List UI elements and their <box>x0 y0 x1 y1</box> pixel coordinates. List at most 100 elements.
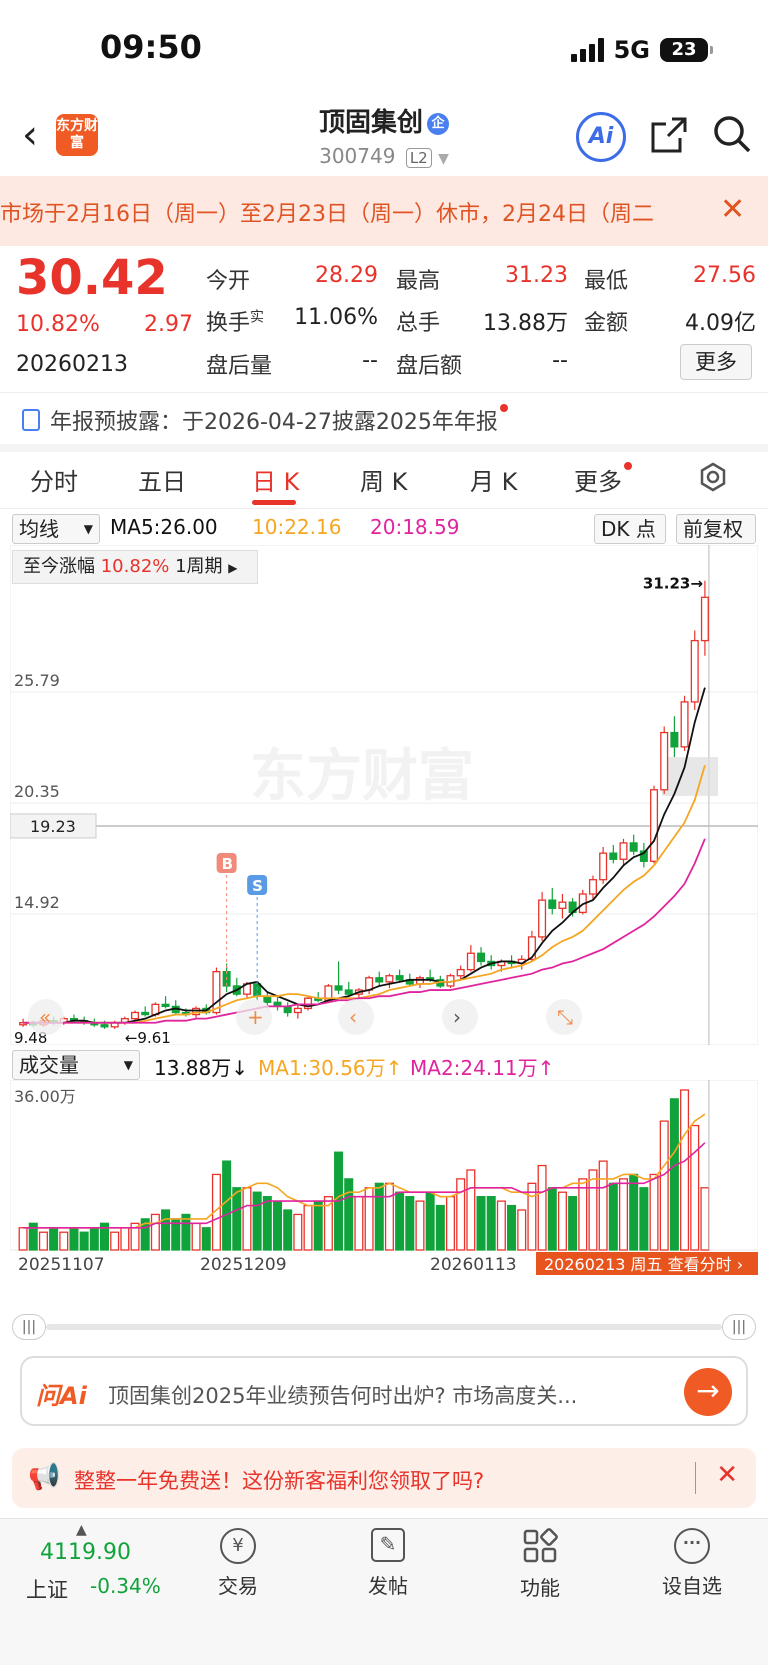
close-icon[interactable]: ✕ <box>716 1460 738 1490</box>
adjust-price-button[interactable]: 前复权 <box>676 514 756 544</box>
high-mark: 31.23→ <box>643 575 703 593</box>
ma20-line <box>23 838 706 1024</box>
volume-bar <box>79 1231 89 1251</box>
chart-scrollbar[interactable]: ||| ||| <box>12 1314 756 1340</box>
candle <box>19 1022 28 1026</box>
tab-intraday[interactable]: 分时 <box>30 468 78 496</box>
volume-bar <box>262 1196 272 1251</box>
volume-y-max: 36.00万 <box>14 1087 76 1106</box>
search-icon[interactable] <box>712 114 752 154</box>
volume-indicator-select[interactable]: 成交量 ▼ <box>12 1050 140 1080</box>
chart-control-button <box>28 999 64 1035</box>
nav-add-watchlist[interactable]: ··· 设自选 <box>656 1528 728 1599</box>
stock-code-row[interactable]: 300749 L2 ▼ <box>0 144 768 168</box>
candle <box>660 731 669 791</box>
chart-control-icon: › <box>453 1005 461 1029</box>
volume-bar <box>445 1196 456 1251</box>
range-period: 1周期 <box>175 556 223 577</box>
nav-post[interactable]: ✎ 发帖 <box>362 1528 414 1599</box>
holiday-notice-text[interactable]: 市场于2月16日（周一）至2月23日（周一）休市，2月24日（周二 <box>0 202 654 227</box>
back-icon[interactable]: ‹ <box>22 112 38 158</box>
ask-ai-prompt: 顶固集创2025年业绩预告何时出炉? 市场高度关... <box>108 1384 578 1408</box>
candle <box>344 989 353 995</box>
volume-bar <box>28 1222 38 1251</box>
volume-bar <box>405 1196 415 1251</box>
nav-trade-label: 交易 <box>218 1574 258 1598</box>
bottom-nav <box>0 1518 768 1665</box>
range-gain-box[interactable]: 至今涨幅 10.82% 1周期 ▶ <box>12 550 258 584</box>
tab-weekly-k[interactable]: 周 K <box>360 468 408 496</box>
turnover-value: 11.06% <box>294 305 378 330</box>
annual-report-text: 年报预披露：于2026-04-27披露2025年年报 <box>50 410 498 435</box>
nav-add-watchlist-label: 设自选 <box>662 1574 722 1598</box>
share-icon[interactable] <box>650 116 688 154</box>
kline-indicator-select[interactable]: 均线 ▼ <box>12 514 100 544</box>
volume-chart[interactable]: 36.00万 20251107 20251209 20260113 20260213 周… <box>10 1080 758 1275</box>
candle <box>629 842 638 852</box>
low-mark: ←9.61 <box>125 1029 171 1045</box>
promo-banner[interactable]: 📢 整整一年免费送！这份新客福利您领取了吗? ✕ <box>12 1448 756 1508</box>
index-name[interactable]: 上证 <box>26 1578 68 1602</box>
candle <box>548 899 557 909</box>
after-hours-volume-label: 盘后量 <box>206 354 273 379</box>
amount-value: 4.09亿 <box>685 311 756 336</box>
candle <box>375 977 384 983</box>
index-change[interactable]: -0.34% <box>90 1574 161 1598</box>
tab-more[interactable]: 更多 <box>574 462 632 497</box>
ask-ai-bar[interactable]: 问Ai 顶固集创2025年业绩预告何时出炉? 市场高度关... → <box>20 1356 748 1426</box>
volume-bar <box>466 1169 476 1251</box>
tab-five-day[interactable]: 五日 <box>138 468 186 496</box>
candle <box>670 731 679 748</box>
ai-assistant-button[interactable]: Ai <box>576 112 626 162</box>
range-gain-value: 10.82% <box>100 556 170 577</box>
tab-monthly-k[interactable]: 月 K <box>470 468 518 496</box>
kline-frame <box>10 545 758 1045</box>
volume-label: 总手 <box>396 311 441 336</box>
kline-chart[interactable]: 25.7920.3514.92东方财富19.2331.23→←9.619.48B… <box>10 545 758 1045</box>
enterprise-badge: 企 <box>427 112 449 135</box>
annual-report-notice[interactable]: 年报预披露：于2026-04-27披露2025年年报 <box>22 404 508 436</box>
stock-name: 顶固集创企 <box>0 102 768 139</box>
last-price: 30.42 <box>16 250 168 306</box>
gear-icon[interactable] <box>698 462 728 492</box>
volume-bar <box>507 1204 517 1251</box>
volume-bar <box>384 1182 394 1251</box>
index-value[interactable]: 4119.90 <box>40 1540 131 1565</box>
dk-point-button[interactable]: DK 点 <box>594 514 666 544</box>
volume-bar <box>395 1191 405 1251</box>
chart-control-button <box>442 999 478 1035</box>
sell-signal-label: S <box>252 877 263 895</box>
status-time: 09:50 <box>100 28 202 66</box>
candle <box>395 975 404 981</box>
arrow-right-icon[interactable]: → <box>684 1368 732 1416</box>
candle <box>527 936 536 961</box>
volume-bar <box>425 1191 435 1251</box>
y-tick-label: 25.79 <box>14 671 60 690</box>
volume-bar <box>18 1227 28 1251</box>
volume-bar <box>415 1200 425 1251</box>
candle <box>538 899 547 938</box>
volume-bar <box>89 1227 99 1251</box>
date-badge <box>536 1252 758 1275</box>
nav-functions[interactable]: 功能 <box>514 1528 566 1601</box>
volume-bar <box>242 1187 252 1251</box>
battery-icon: 23 <box>660 38 713 62</box>
trade-icon: ¥ <box>220 1528 256 1564</box>
signal-icon <box>570 38 604 62</box>
more-quote-button[interactable]: 更多 <box>680 344 752 380</box>
chart-control-icon: ⤡ <box>557 1005 573 1029</box>
volume-legend: 13.88万↓ <box>154 1056 249 1080</box>
candle <box>477 952 486 963</box>
volume-bar <box>659 1120 669 1251</box>
candle <box>456 968 465 977</box>
nav-trade[interactable]: ¥ 交易 <box>212 1528 264 1599</box>
tab-daily-k[interactable]: 日 K <box>252 468 300 496</box>
chevron-right-icon: ▶ <box>228 561 238 575</box>
candle <box>700 596 709 642</box>
sell-signal-badge <box>247 875 268 895</box>
post-icon: ✎ <box>371 1528 405 1562</box>
section-gap <box>0 444 768 452</box>
candle <box>100 1024 109 1028</box>
open-label: 今开 <box>206 269 251 294</box>
close-icon[interactable]: ✕ <box>720 192 746 227</box>
